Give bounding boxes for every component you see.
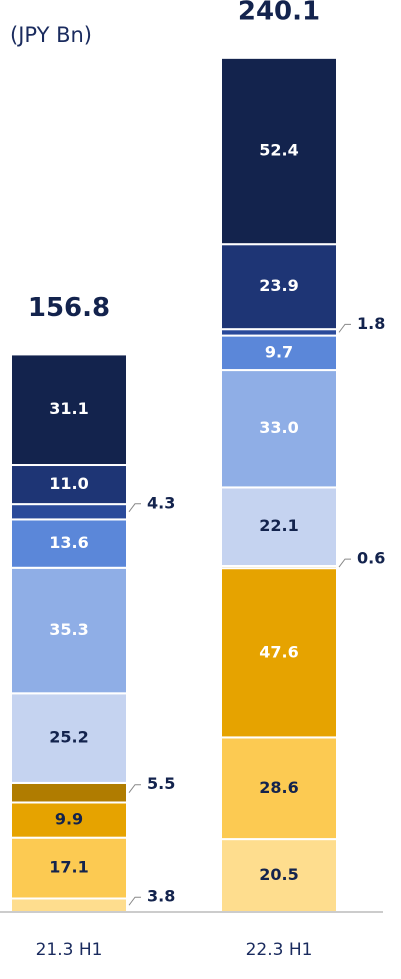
- data-label: 35.3: [49, 620, 88, 639]
- leader-line: [128, 503, 141, 513]
- data-label: 31.1: [49, 399, 88, 418]
- data-label: 3.8: [147, 887, 175, 906]
- data-label: 28.6: [259, 778, 298, 797]
- data-label: 4.3: [147, 493, 175, 512]
- total-label: 156.8: [28, 293, 110, 323]
- data-label: 25.2: [49, 728, 88, 747]
- bar-segment: [10, 897, 128, 913]
- bar-segment: [10, 566, 128, 695]
- bar-segment: [10, 464, 128, 506]
- leader-line: [128, 784, 141, 793]
- y-axis-label: (JPY Bn): [10, 23, 92, 47]
- total-label: 240.1: [238, 0, 320, 26]
- bar-segment: [220, 736, 338, 841]
- bar-segment: [220, 838, 338, 913]
- bar-segment: [10, 518, 128, 569]
- bar-segment: [220, 243, 338, 331]
- data-label: 9.9: [55, 810, 83, 829]
- data-label: 11.0: [49, 474, 88, 493]
- data-label: 17.1: [49, 858, 88, 877]
- data-label: 20.5: [259, 865, 298, 884]
- data-label: 52.4: [259, 141, 298, 160]
- data-label: 13.6: [49, 533, 88, 552]
- bar-segment: [220, 567, 338, 739]
- data-label: 33.0: [259, 418, 298, 437]
- leader-line: [128, 896, 141, 906]
- bar-segment: [10, 353, 128, 467]
- bar-segment: [220, 486, 338, 568]
- leader-line: [338, 558, 351, 568]
- data-label: 1.8: [357, 314, 385, 333]
- bar-segment: [10, 503, 128, 521]
- bar-segment: [10, 781, 128, 804]
- bar-segment: [220, 369, 338, 489]
- data-label: 22.1: [259, 516, 298, 535]
- data-label: 23.9: [259, 276, 298, 295]
- data-label: 47.6: [259, 642, 298, 661]
- bar-segment: [220, 56, 338, 246]
- data-label: 0.6: [357, 549, 385, 568]
- bar-segment: [10, 836, 128, 900]
- data-label: 9.7: [265, 342, 293, 361]
- x-tick-label: 21.3 H1: [36, 940, 103, 960]
- leader-line: [338, 323, 351, 333]
- data-label: 5.5: [147, 774, 175, 793]
- x-tick-label: 22.3 H1: [246, 940, 313, 960]
- bar-segment: [10, 801, 128, 839]
